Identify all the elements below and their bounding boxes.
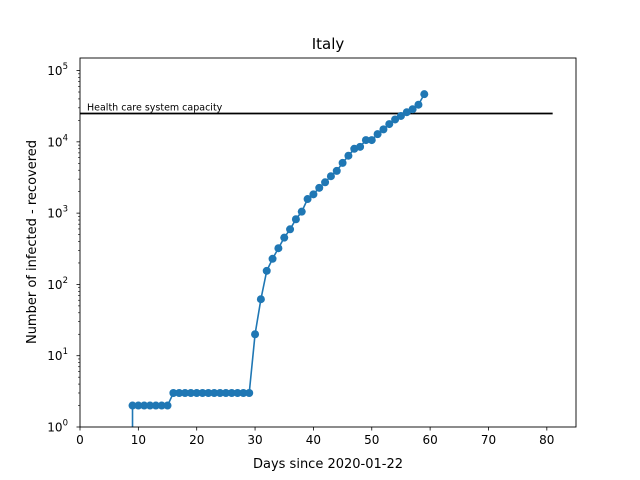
data-point xyxy=(385,120,394,129)
data-point xyxy=(321,178,330,187)
data-point xyxy=(303,195,312,204)
data-point xyxy=(268,254,277,263)
data-point xyxy=(373,130,382,139)
axes-frame xyxy=(79,57,577,428)
data-point xyxy=(146,401,155,410)
data-point xyxy=(297,207,306,216)
data-point xyxy=(338,158,347,167)
capacity-label: Health care system capacity xyxy=(87,102,223,113)
y-tick-label: 102 xyxy=(47,276,68,292)
data-point xyxy=(216,388,225,397)
data-point xyxy=(210,388,219,397)
x-axis-label: Days since 2020-01-22 xyxy=(253,457,403,472)
data-point xyxy=(391,115,400,124)
data-point xyxy=(332,166,341,175)
data-point xyxy=(163,401,172,410)
y-tick-label: 100 xyxy=(47,419,68,435)
data-point xyxy=(414,100,423,109)
data-point xyxy=(367,136,376,145)
x-tick-label: 0 xyxy=(76,433,84,447)
x-tick-label: 10 xyxy=(131,433,146,447)
data-point xyxy=(344,151,353,160)
data-point xyxy=(221,388,230,397)
data-point xyxy=(198,388,207,397)
data-point xyxy=(186,388,195,397)
data-point xyxy=(157,401,166,410)
y-axis-label: Number of infected - recovered xyxy=(25,140,40,344)
data-point xyxy=(262,266,271,275)
plot-area: 100 101 102 103 104 105 0 10 20 30 40 50 60 70 80 Healt… xyxy=(47,57,577,447)
data-point xyxy=(245,388,254,397)
data-point xyxy=(233,388,242,397)
data-point xyxy=(274,244,283,253)
data-point xyxy=(408,105,417,114)
x-tick-label: 80 xyxy=(539,433,554,447)
x-tick-label: 70 xyxy=(481,433,496,447)
y-tick-label: 105 xyxy=(47,62,68,78)
data-point xyxy=(151,401,160,410)
x-tick-label: 50 xyxy=(364,433,379,447)
data-point xyxy=(134,401,143,410)
data-point xyxy=(140,401,149,410)
data-point xyxy=(420,90,429,99)
data-point xyxy=(204,388,213,397)
data-point xyxy=(192,388,201,397)
y-tick-label: 103 xyxy=(47,205,68,221)
chart-title: Italy xyxy=(312,35,345,53)
data-point xyxy=(291,215,300,224)
data-point xyxy=(227,388,236,397)
data-point xyxy=(128,401,137,410)
data-point xyxy=(256,295,265,304)
data-point xyxy=(309,190,318,199)
data-point xyxy=(326,172,335,181)
data-point xyxy=(379,125,388,134)
y-tick-label: 101 xyxy=(47,347,68,363)
data-point xyxy=(286,225,295,234)
data-point xyxy=(315,183,324,192)
data-point xyxy=(169,388,178,397)
data-point xyxy=(251,330,260,339)
x-tick-label: 20 xyxy=(189,433,204,447)
x-tick-label: 60 xyxy=(422,433,437,447)
data-point xyxy=(280,233,289,242)
data-point xyxy=(361,136,370,145)
y-tick-label: 104 xyxy=(47,133,68,149)
data-point xyxy=(396,111,405,120)
data-point xyxy=(356,142,365,151)
x-tick-label: 40 xyxy=(306,433,321,447)
x-tick-label: 30 xyxy=(247,433,262,447)
data-point xyxy=(175,388,184,397)
data-point xyxy=(181,388,190,397)
data-point xyxy=(239,388,248,397)
